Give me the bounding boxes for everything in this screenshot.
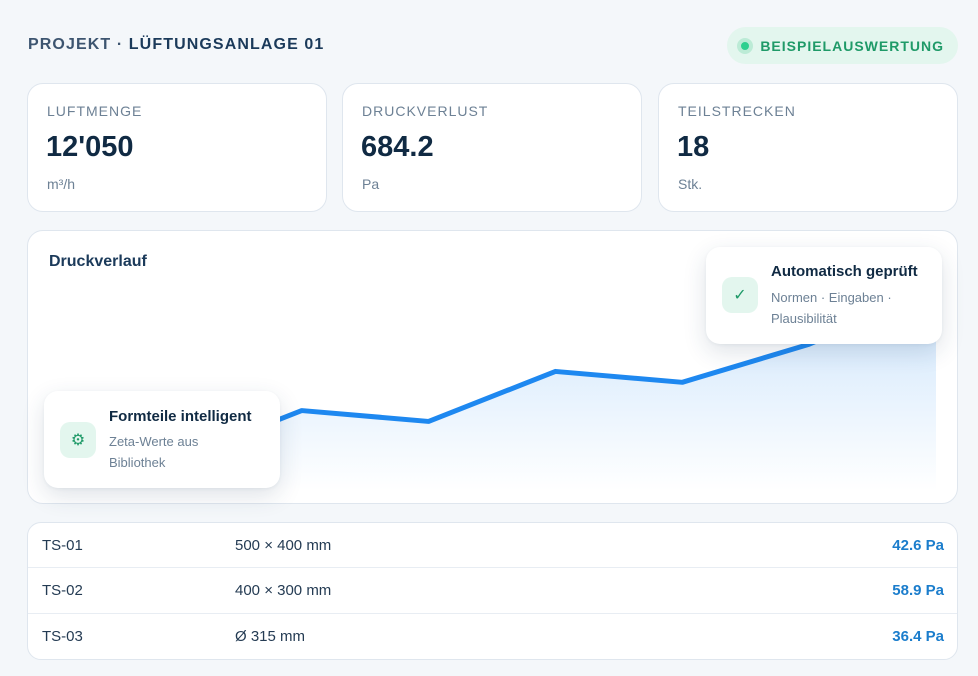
stats-row: LUFTMENGE 12'050 m³/h DRUCKVERLUST 684.2… <box>27 83 958 212</box>
segment-dimension: Ø 315 mm <box>235 627 306 645</box>
header: PROJEKT · LÜFTUNGSANLAGE 01 BEISPIELAUSW… <box>28 24 958 66</box>
callout-title: Automatisch geprüft <box>771 263 918 280</box>
segment-id: TS-02 <box>42 582 83 600</box>
segments-table: TS-01 500 × 400 mm 42.6 Pa TS-02 400 × 3… <box>27 522 958 660</box>
table-row[interactable]: TS-03 Ø 315 mm 36.4 Pa <box>28 614 957 659</box>
status-badge-label: BEISPIELAUSWERTUNG <box>760 37 944 54</box>
stat-unit: m³/h <box>47 176 75 192</box>
callout-title: Formteile intelligent <box>109 408 252 425</box>
segment-id: TS-03 <box>42 627 83 645</box>
status-dot-icon <box>737 37 754 54</box>
stat-label: TEILSTRECKEN <box>678 103 796 119</box>
status-badge: BEISPIELAUSWERTUNG <box>727 27 958 64</box>
callout-desc-line: Plausibilität <box>771 311 837 326</box>
chart-card: Druckverlauf ⚙ Formteile intelligent Zet… <box>27 230 958 504</box>
gear-icon: ⚙ <box>60 422 96 458</box>
stat-value: 684.2 <box>361 131 434 163</box>
chart-title: Druckverlauf <box>49 253 147 270</box>
callout-desc-line: Normen · Eingaben · <box>771 290 892 305</box>
stat-unit: Pa <box>362 176 380 192</box>
project-name: LÜFTUNGSANLAGE 01 <box>128 36 325 53</box>
project-title: PROJEKT · LÜFTUNGSANLAGE 01 <box>28 36 324 54</box>
check-icon: ✓ <box>722 277 758 313</box>
segment-dimension: 500 × 400 mm <box>235 537 332 554</box>
segment-dimension: 400 × 300 mm <box>235 582 332 600</box>
stat-unit: Stk. <box>678 176 703 192</box>
stat-label: LUFTMENGE <box>47 103 143 119</box>
callout-desc-line: Zeta-Werte aus <box>109 434 199 449</box>
stat-card-druckverlust: DRUCKVERLUST 684.2 Pa <box>342 83 642 212</box>
segment-id: TS-01 <box>42 537 83 554</box>
segment-pressure: 42.6 Pa <box>892 537 944 554</box>
stat-value: 12'050 <box>46 131 134 163</box>
segment-pressure: 36.4 Pa <box>892 627 944 645</box>
table-row[interactable]: TS-02 400 × 300 mm 58.9 Pa <box>28 568 957 614</box>
callout-desc-line: Bibliothek <box>109 455 166 470</box>
project-label: PROJEKT · <box>28 36 124 53</box>
stat-label: DRUCKVERLUST <box>362 103 489 119</box>
table-row[interactable]: TS-01 500 × 400 mm 42.6 Pa <box>28 523 957 569</box>
stat-card-luftmenge: LUFTMENGE 12'050 m³/h <box>27 83 327 212</box>
stat-card-teilstrecken: TEILSTRECKEN 18 Stk. <box>658 83 958 212</box>
segment-pressure: 58.9 Pa <box>892 582 944 600</box>
stat-value: 18 <box>677 131 710 163</box>
callout-desc: Zeta-Werte aus Bibliothek <box>109 431 198 473</box>
callout-geprueft: ✓ Automatisch geprüft Normen · Eingaben … <box>706 247 942 344</box>
callout-desc: Normen · Eingaben · Plausibilität <box>771 287 892 329</box>
callout-formteile: ⚙ Formteile intelligent Zeta-Werte aus B… <box>44 391 280 488</box>
